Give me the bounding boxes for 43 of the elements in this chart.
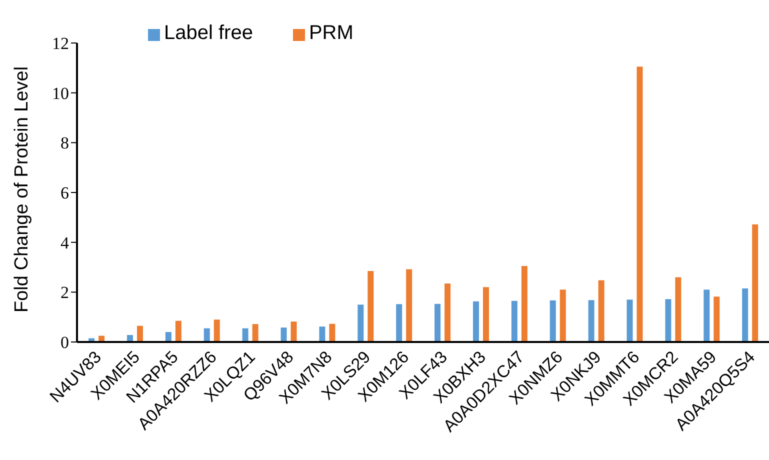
bar (704, 290, 710, 342)
bar (319, 326, 326, 342)
bar (252, 324, 258, 342)
bar (204, 328, 210, 342)
bar (472, 301, 479, 342)
bar (165, 332, 172, 342)
y-tick-label: 10 (52, 84, 69, 103)
y-tick-label: 6 (60, 184, 69, 203)
bar (588, 300, 594, 342)
bar (136, 326, 143, 342)
bar (214, 320, 220, 342)
y-tick-label: 4 (60, 233, 70, 252)
bar (675, 277, 682, 342)
y-axis-title: Fold Change of Protein Level (12, 66, 33, 312)
bar (550, 300, 556, 342)
bar (521, 266, 528, 342)
bar (280, 328, 287, 342)
bar (396, 304, 402, 342)
bar (560, 290, 566, 342)
bar (742, 288, 748, 342)
bar (752, 224, 758, 342)
bar (511, 300, 518, 342)
y-tick-label: 8 (60, 134, 69, 153)
bar (175, 320, 182, 342)
bar (358, 304, 364, 342)
y-tick-label: 2 (60, 283, 69, 302)
bar (242, 328, 248, 342)
bar (406, 269, 412, 342)
bar (482, 287, 489, 342)
bar (368, 270, 374, 342)
bar (665, 299, 672, 342)
bar (598, 280, 604, 342)
legend-label: PRM (308, 22, 354, 44)
bar (626, 300, 633, 342)
bar (714, 296, 720, 342)
y-tick-label: 12 (52, 34, 69, 54)
bar (444, 283, 451, 342)
bar (636, 66, 643, 342)
bar (290, 322, 297, 342)
bar (329, 324, 336, 342)
legend-label: Label free (164, 22, 253, 44)
bar (434, 304, 441, 342)
y-tick-label: 0 (60, 333, 69, 352)
